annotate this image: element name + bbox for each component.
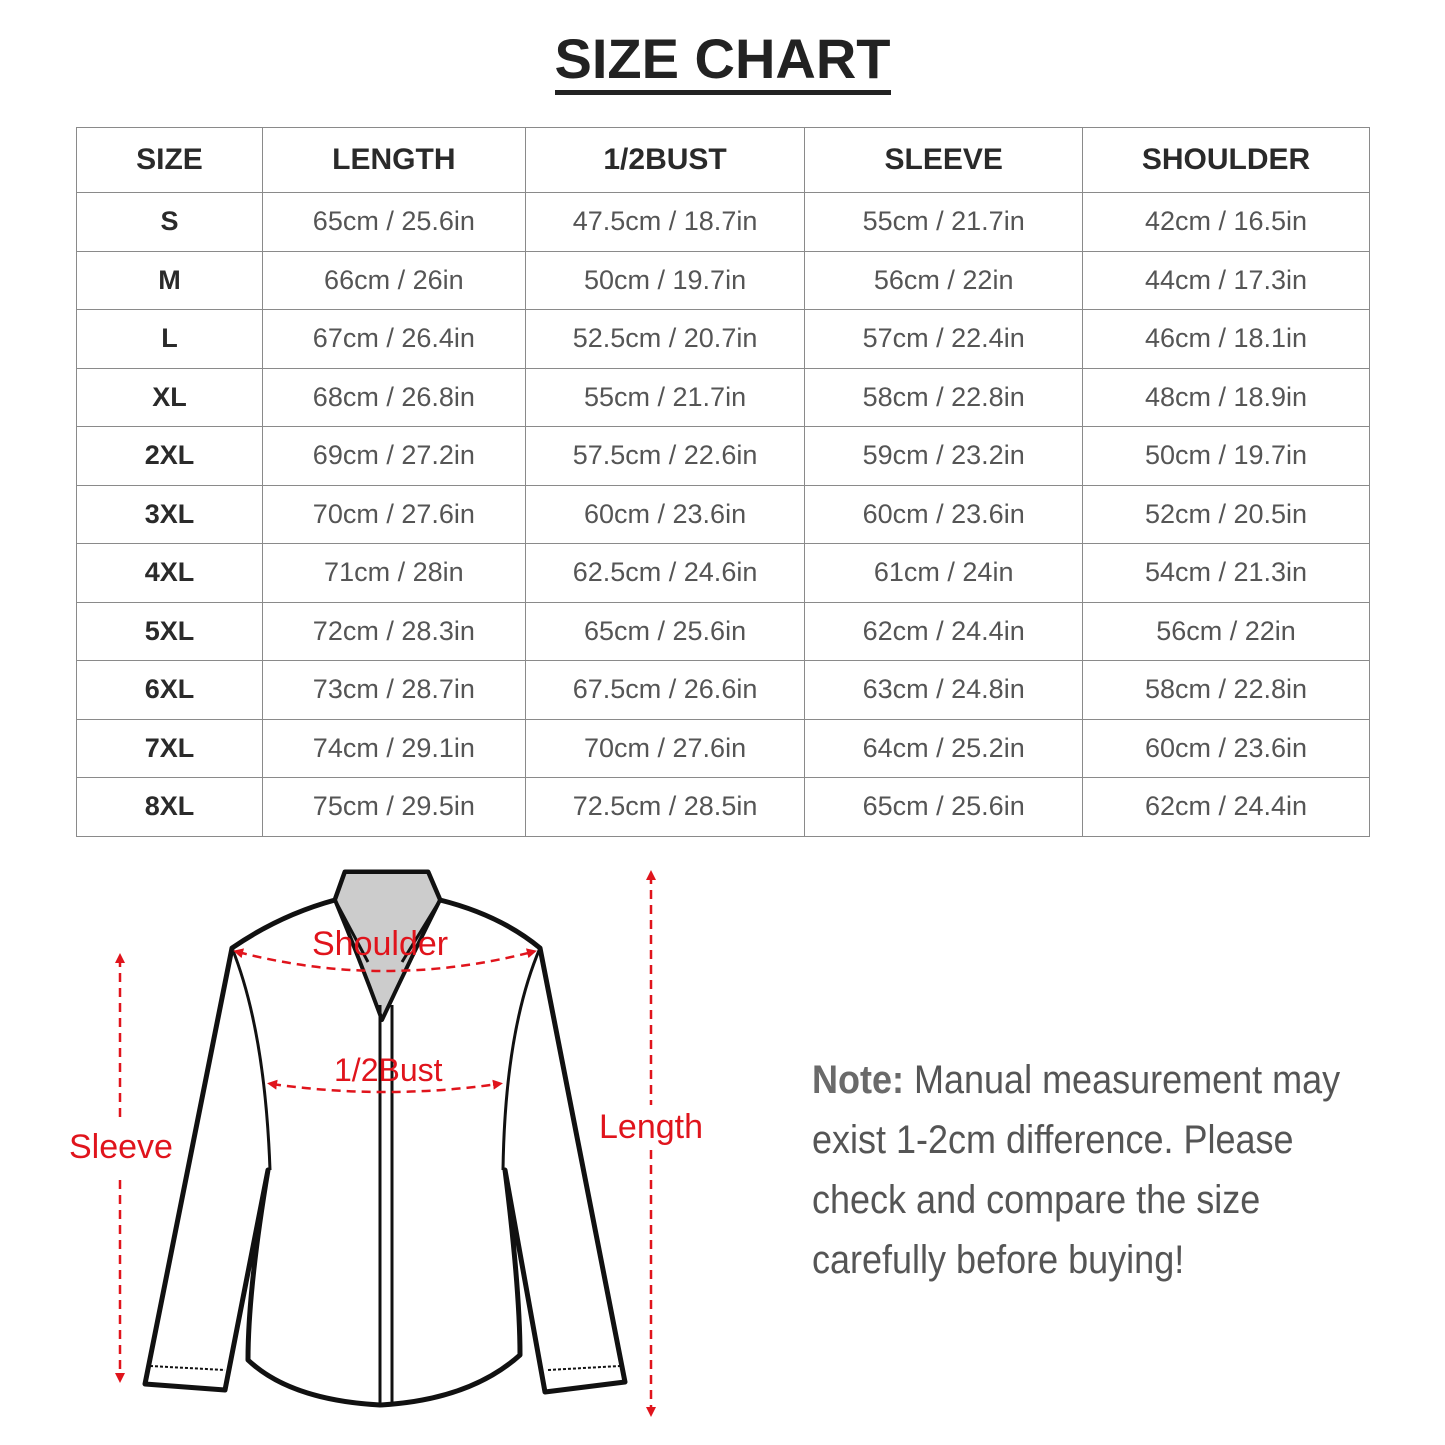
length-label: Length xyxy=(599,1108,703,1146)
measure-cell: 56cm / 22in xyxy=(1081,601,1371,661)
table-row: 3XL 70cm / 27.6in 60cm / 23.6in 60cm / 23.6… xyxy=(76,484,1371,544)
measure-cell: 72.5cm / 28.5in xyxy=(524,777,806,837)
table-row: L 67cm / 26.4in 52.5cm / 20.7in 57cm / 22.4… xyxy=(76,309,1371,369)
measure-cell: 50cm / 19.7in xyxy=(524,250,806,310)
measure-cell: 71cm / 28in xyxy=(261,543,526,603)
size-cell: 7XL xyxy=(76,718,263,778)
measure-cell: 75cm / 29.5in xyxy=(261,777,526,837)
shirt-outline xyxy=(142,869,628,1408)
measure-cell: 74cm / 29.1in xyxy=(261,718,526,778)
measure-cell: 48cm / 18.9in xyxy=(1081,367,1371,427)
sleeve-label: Sleeve xyxy=(69,1128,173,1166)
measure-cell: 56cm / 22in xyxy=(804,250,1083,310)
shoulder-label: Shoulder xyxy=(312,925,449,963)
column-header: LENGTH xyxy=(261,127,526,193)
measure-cell: 68cm / 26.8in xyxy=(261,367,526,427)
table-row: 8XL 75cm / 29.5in 72.5cm / 28.5in 65cm / 25… xyxy=(76,777,1371,837)
measure-cell: 62cm / 24.4in xyxy=(1081,777,1371,837)
measure-cell: 67.5cm / 26.6in xyxy=(524,660,806,720)
bust-label: 1/2Bust xyxy=(334,1052,443,1088)
measure-cell: 46cm / 18.1in xyxy=(1081,309,1371,369)
measure-cell: 62cm / 24.4in xyxy=(804,601,1083,661)
measure-cell: 63cm / 24.8in xyxy=(804,660,1083,720)
shoulder-arrow xyxy=(233,948,537,973)
measure-cell: 50cm / 19.7in xyxy=(1081,426,1371,486)
measure-cell: 58cm / 22.8in xyxy=(804,367,1083,427)
measure-cell: 57.5cm / 22.6in xyxy=(524,426,806,486)
size-cell: L xyxy=(76,309,263,369)
size-cell: 2XL xyxy=(76,426,263,486)
table-row: 2XL 69cm / 27.2in 57.5cm / 22.6in 59cm / 23… xyxy=(76,426,1371,486)
measure-cell: 65cm / 25.6in xyxy=(804,777,1083,837)
measure-cell: 52.5cm / 20.7in xyxy=(524,309,806,369)
measure-cell: 60cm / 23.6in xyxy=(804,484,1083,544)
measure-cell: 59cm / 23.2in xyxy=(804,426,1083,486)
measure-cell: 72cm / 28.3in xyxy=(261,601,526,661)
size-cell: XL xyxy=(76,367,263,427)
measure-cell: 65cm / 25.6in xyxy=(524,601,806,661)
table-row: 6XL 73cm / 28.7in 67.5cm / 26.6in 63cm / 24… xyxy=(76,660,1371,720)
table-row: S 65cm / 25.6in 47.5cm / 18.7in 55cm / 21.7… xyxy=(76,192,1371,252)
measure-cell: 55cm / 21.7in xyxy=(804,192,1083,252)
size-cell: M xyxy=(76,250,263,310)
measure-cell: 70cm / 27.6in xyxy=(524,718,806,778)
measure-cell: 73cm / 28.7in xyxy=(261,660,526,720)
size-cell: 4XL xyxy=(76,543,263,603)
column-header: SLEEVE xyxy=(804,127,1083,193)
note-body: Manual measurement may exist 1-2cm diffe… xyxy=(812,1058,1341,1282)
measure-cell: 42cm / 16.5in xyxy=(1081,192,1371,252)
measure-cell: 44cm / 17.3in xyxy=(1081,250,1371,310)
page-title: SIZE CHART xyxy=(0,26,1445,95)
size-cell: 6XL xyxy=(76,660,263,720)
measure-cell: 60cm / 23.6in xyxy=(1081,718,1371,778)
measure-cell: 58cm / 22.8in xyxy=(1081,660,1371,720)
measure-cell: 67cm / 26.4in xyxy=(261,309,526,369)
note-label: Note: xyxy=(812,1058,904,1102)
measure-cell: 47.5cm / 18.7in xyxy=(524,192,806,252)
bust-arrow xyxy=(267,1079,503,1094)
measure-cell: 60cm / 23.6in xyxy=(524,484,806,544)
measure-cell: 61cm / 24in xyxy=(804,543,1083,603)
column-header: SHOULDER xyxy=(1081,127,1371,193)
table-row: M 66cm / 26in 50cm / 19.7in 56cm / 22in 44cm… xyxy=(76,250,1371,310)
size-cell: 3XL xyxy=(76,484,263,544)
note-text: Note: Manual measurement may exist 1-2cm… xyxy=(812,1050,1388,1290)
measure-cell: 66cm / 26in xyxy=(261,250,526,310)
size-cell: 5XL xyxy=(76,601,263,661)
size-cell: 8XL xyxy=(76,777,263,837)
measure-cell: 64cm / 25.2in xyxy=(804,718,1083,778)
measure-lines xyxy=(120,875,651,1412)
measure-cell: 70cm / 27.6in xyxy=(261,484,526,544)
measure-cell: 57cm / 22.4in xyxy=(804,309,1083,369)
measure-cell: 54cm / 21.3in xyxy=(1081,543,1371,603)
table-row: 5XL 72cm / 28.3in 65cm / 25.6in 62cm / 24.4… xyxy=(76,601,1371,661)
table-header: SIZE LENGTH 1/2BUST SLEEVE SHOULDER xyxy=(76,127,1371,193)
column-header: 1/2BUST xyxy=(524,127,806,193)
measure-cell: 62.5cm / 24.6in xyxy=(524,543,806,603)
measure-cell: 52cm / 20.5in xyxy=(1081,484,1371,544)
table-row: 4XL 71cm / 28in 62.5cm / 24.6in 61cm / 24in… xyxy=(76,543,1371,603)
table-row: 7XL 74cm / 29.1in 70cm / 27.6in 64cm / 25.2… xyxy=(76,718,1371,778)
column-header: SIZE xyxy=(76,127,263,193)
size-table: SIZE LENGTH 1/2BUST SLEEVE SHOULDER S 65cm / … xyxy=(76,127,1371,837)
